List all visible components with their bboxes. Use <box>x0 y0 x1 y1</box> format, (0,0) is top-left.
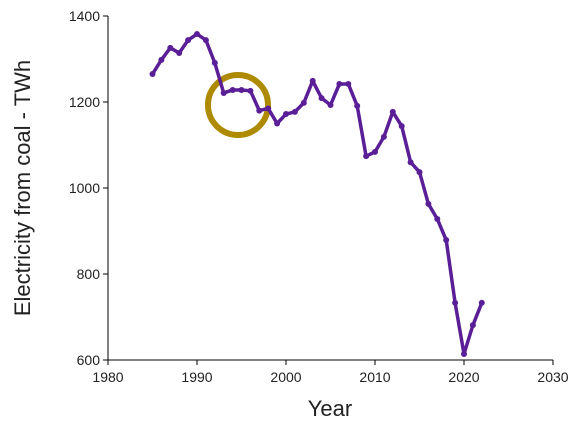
data-point <box>398 123 405 130</box>
data-point <box>452 299 459 306</box>
data-point <box>149 71 156 78</box>
data-point <box>425 200 432 207</box>
data-point <box>176 49 183 56</box>
data-point <box>220 89 227 96</box>
y-tick-label: 1000 <box>69 180 100 196</box>
data-point <box>211 59 218 66</box>
x-tick-label: 1980 <box>92 369 123 385</box>
data-point <box>265 105 272 112</box>
data-point <box>380 133 387 140</box>
data-point <box>291 108 298 115</box>
data-point <box>300 99 307 106</box>
data-point <box>345 80 352 87</box>
x-tick-label: 2020 <box>448 369 479 385</box>
data-line <box>151 32 484 356</box>
data-point <box>158 56 165 63</box>
data-point <box>478 299 485 306</box>
data-point <box>336 80 343 87</box>
data-point <box>167 44 174 51</box>
data-point <box>327 102 334 109</box>
highlight-circle <box>205 72 271 138</box>
data-point <box>309 77 316 84</box>
data-point <box>247 87 254 94</box>
data-point <box>229 86 236 93</box>
data-point <box>469 322 476 329</box>
data-point <box>256 107 263 114</box>
x-tick-label: 2000 <box>270 369 301 385</box>
data-point <box>238 86 245 93</box>
y-tick-label: 600 <box>77 352 101 368</box>
data-point <box>354 102 361 109</box>
data-point <box>407 159 414 166</box>
data-point <box>372 148 378 155</box>
y-axis-label: Electricity from coal - TWh <box>10 60 35 316</box>
data-point <box>416 169 423 176</box>
data-point <box>274 120 281 127</box>
data-point <box>434 215 441 222</box>
data-point <box>202 37 209 44</box>
data-point <box>185 37 192 44</box>
data-point <box>443 237 450 244</box>
x-tick-label: 1990 <box>181 369 212 385</box>
data-point <box>389 108 396 115</box>
y-tick-label: 800 <box>77 266 101 282</box>
data-point <box>283 111 289 118</box>
data-point <box>194 31 200 38</box>
data-point <box>461 350 467 357</box>
x-tick-label: 2030 <box>537 369 568 385</box>
x-axis-label: Year <box>308 396 352 421</box>
data-point <box>363 153 370 160</box>
x-tick-label: 2010 <box>359 369 390 385</box>
data-point <box>318 95 325 102</box>
y-tick-label: 1200 <box>69 94 100 110</box>
y-tick-label: 1400 <box>69 8 100 24</box>
